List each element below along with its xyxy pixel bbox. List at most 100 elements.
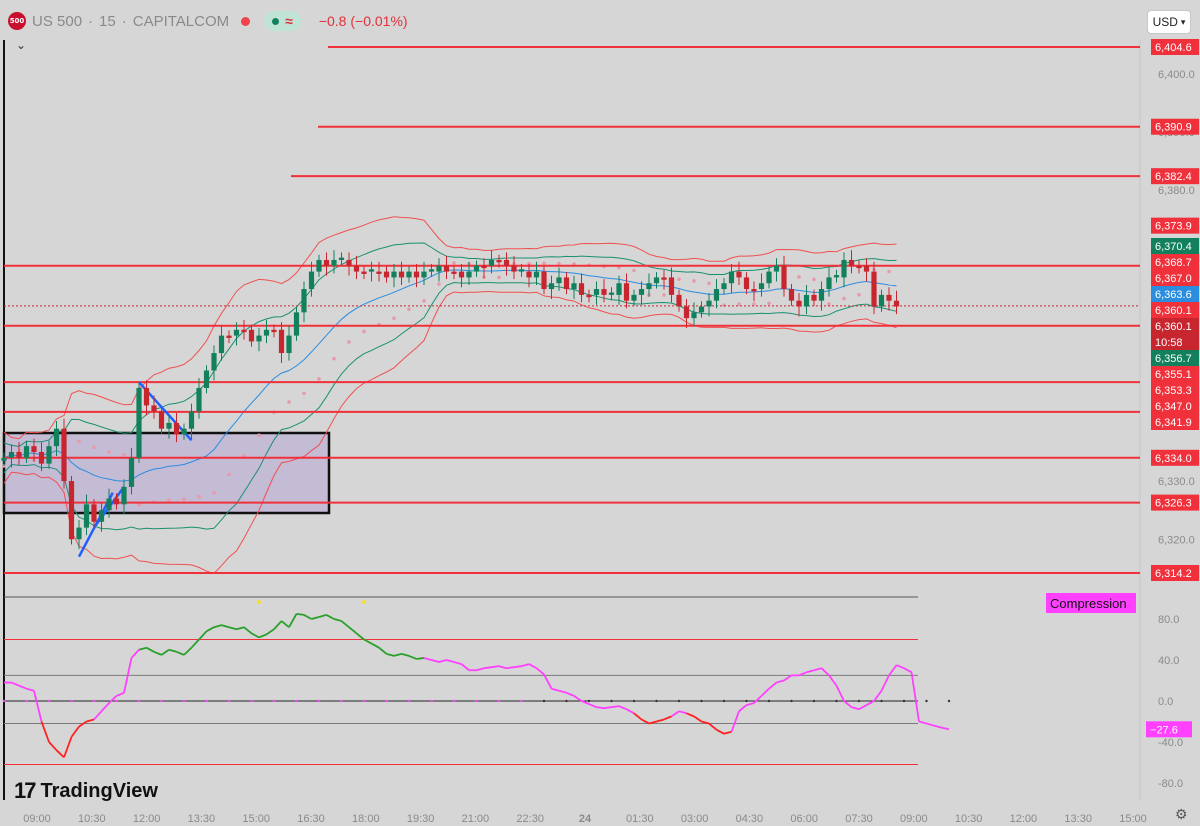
symbol-name[interactable]: US 500 xyxy=(32,12,83,30)
keltner-lower-line xyxy=(3,281,897,531)
data-status-pill[interactable]: ≈ xyxy=(264,11,301,31)
squeeze-dot xyxy=(2,699,6,703)
psar-dot xyxy=(122,452,126,457)
oscillator-line-segment xyxy=(933,724,942,729)
oscillator-line-segment xyxy=(123,657,133,693)
candle-body xyxy=(91,504,97,522)
separator: · xyxy=(88,12,94,30)
candle-body xyxy=(541,271,547,290)
psar-dot xyxy=(677,277,681,281)
psar-dot xyxy=(137,502,141,507)
oscillator-line-segment xyxy=(476,667,485,672)
candle-body xyxy=(316,259,322,272)
time-tick-label: 16:30 xyxy=(297,813,325,825)
oscillator-line-segment xyxy=(521,663,530,668)
oscillator-line-segment xyxy=(783,674,793,682)
interval-label[interactable]: 15 xyxy=(99,12,116,30)
psar-dot xyxy=(212,491,216,495)
price-label-text: 10:58 xyxy=(1155,337,1183,349)
gear-icon[interactable]: ⚙ xyxy=(1175,806,1188,822)
squeeze-dot xyxy=(340,699,343,703)
candle-body xyxy=(698,306,705,313)
time-tick-label: 06:00 xyxy=(790,813,818,825)
price-label-tag xyxy=(1151,413,1199,430)
oscillator-line-segment xyxy=(116,691,125,697)
psar-dot xyxy=(437,282,441,286)
psar-dot xyxy=(287,400,291,404)
squeeze-dot xyxy=(520,699,523,703)
candle-body xyxy=(481,265,487,269)
oscillator-line-segment xyxy=(798,671,807,677)
oscillator-line-segment xyxy=(708,722,718,731)
oscillator-line-segment xyxy=(176,650,185,656)
candle-body xyxy=(61,428,67,482)
squeeze-dot xyxy=(610,699,613,703)
oscillator-line-segment xyxy=(363,638,372,645)
oscillator-line-segment xyxy=(776,679,785,684)
currency-label: USD xyxy=(1152,15,1178,29)
psar-dot xyxy=(302,391,306,396)
market-closed-icon xyxy=(241,16,251,26)
oscillator-line-segment xyxy=(108,695,118,704)
oscillator-line-segment xyxy=(416,657,425,660)
candle-body xyxy=(196,387,202,412)
squeeze-dot xyxy=(70,699,73,703)
oscillator-line-segment xyxy=(55,749,65,759)
candle-body xyxy=(713,289,720,301)
oscillator-line-segment xyxy=(820,667,830,677)
squeeze-dot xyxy=(47,699,51,703)
candle-body xyxy=(706,300,712,307)
oscillator-line-segment xyxy=(265,628,275,636)
candle-body xyxy=(166,422,172,429)
oscillator-line-segment xyxy=(438,659,447,663)
candle-body xyxy=(338,257,345,260)
oscillator-line-segment xyxy=(206,626,215,633)
candle-body xyxy=(466,271,472,278)
price-label-text: 6,360.1 xyxy=(1155,305,1192,317)
oscillator-line-segment xyxy=(160,649,170,656)
time-tick-label: 12:00 xyxy=(1010,813,1038,825)
price-label-text: 6,355.1 xyxy=(1155,369,1192,381)
symbol-logo-icon: 500 xyxy=(8,12,26,30)
oscillator-line-segment xyxy=(280,620,290,628)
oscillator-line-segment xyxy=(835,685,845,702)
oscillator-line-segment xyxy=(738,704,748,712)
oscillator-line-segment xyxy=(340,620,350,628)
oscillator-line-segment xyxy=(213,624,222,629)
candle-body xyxy=(413,271,420,278)
psar-dot xyxy=(662,293,666,297)
delayed-data-icon: ≈ xyxy=(285,13,293,29)
tradingview-logo[interactable]: 17 TradingView xyxy=(14,778,158,804)
oscillator-line-segment xyxy=(146,646,155,653)
psar-dot xyxy=(632,268,636,273)
price-label-tag xyxy=(1151,397,1199,414)
candle-body xyxy=(736,271,742,278)
candle-body xyxy=(113,498,120,505)
oscillator-line-segment xyxy=(86,718,95,723)
price-label-tag xyxy=(1151,301,1199,318)
oscillator-line-segment xyxy=(896,664,905,670)
oscillator-line-segment xyxy=(371,642,380,649)
oscillator-line-segment xyxy=(633,712,643,721)
oscillator-line-segment xyxy=(566,691,575,697)
candle-body xyxy=(368,269,375,272)
squeeze-dot xyxy=(475,699,478,703)
squeeze-dot xyxy=(250,699,253,703)
status-dot-icon xyxy=(272,17,280,25)
price-label-tag xyxy=(1151,381,1199,398)
psar-dot xyxy=(392,316,396,321)
squeeze-dot xyxy=(700,699,703,703)
psar-dot xyxy=(842,296,846,301)
oscillator-line-segment xyxy=(730,710,740,733)
oscillator-line-segment xyxy=(828,674,838,687)
candle-body xyxy=(661,277,667,280)
oscillator-line-segment xyxy=(311,616,320,620)
chevron-down-icon[interactable]: ⌄ xyxy=(16,38,27,52)
currency-select[interactable]: USD ▾ xyxy=(1147,10,1191,34)
psar-dot xyxy=(497,275,501,280)
candle-body xyxy=(796,300,802,307)
squeeze-dot xyxy=(92,699,96,703)
oscillator-line-segment xyxy=(288,613,298,628)
